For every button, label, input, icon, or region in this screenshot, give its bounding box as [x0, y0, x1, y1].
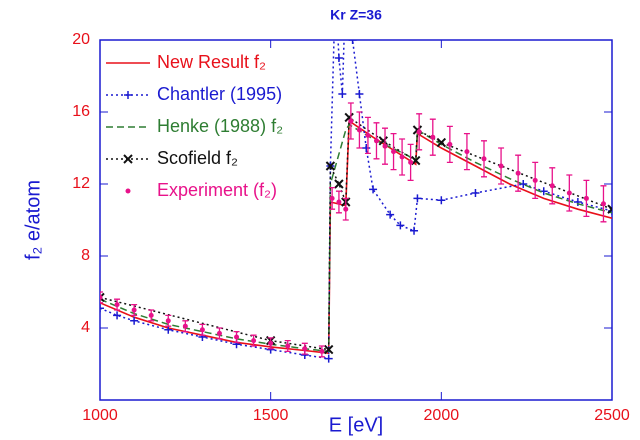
plus-marker: [386, 210, 395, 219]
plus-marker: [471, 189, 480, 197]
dot-marker: [348, 118, 354, 124]
dot-marker: [600, 201, 606, 207]
plus-marker: [338, 90, 347, 98]
plus-marker: [362, 144, 371, 152]
dot-marker: [268, 340, 274, 346]
plus-marker: [573, 198, 582, 206]
plus-marker: [164, 325, 173, 334]
dot-marker: [481, 156, 487, 162]
dot-marker: [182, 323, 188, 329]
plus-marker: [396, 221, 405, 230]
plus-marker: [100, 304, 104, 313]
y-tick-label: 8: [81, 247, 90, 264]
plus-marker: [519, 180, 528, 188]
dot-marker: [356, 127, 362, 133]
dot-marker: [329, 195, 335, 201]
dot-marker: [447, 141, 453, 147]
plus-marker: [334, 54, 343, 62]
legend-label: Chantler (1995): [157, 84, 282, 104]
dot-marker: [251, 338, 257, 344]
dot-marker: [430, 134, 436, 140]
dot-marker: [165, 318, 171, 324]
dot-marker: [125, 188, 131, 194]
y-tick-label: 4: [81, 319, 90, 336]
x-marker: [325, 161, 336, 171]
dot-marker: [148, 312, 154, 318]
dot-marker: [216, 330, 222, 336]
dot-marker: [416, 129, 422, 135]
legend-label: Experiment (f₂): [157, 180, 277, 200]
plus-marker: [124, 91, 132, 99]
dot-marker: [399, 154, 405, 160]
y-tick-label: 12: [72, 175, 90, 192]
dot-marker: [391, 149, 397, 155]
x-tick-label: 1500: [253, 407, 289, 424]
plot-area: [100, 40, 612, 363]
dot-marker: [583, 195, 589, 201]
x-axis-label: E [eV]: [329, 414, 383, 436]
plus-marker: [130, 316, 139, 325]
dot-marker: [464, 149, 470, 155]
dot-marker: [566, 190, 572, 196]
x-marker: [100, 292, 105, 303]
dot-marker: [515, 170, 521, 176]
dot-marker: [336, 199, 342, 205]
x-tick-label: 2000: [424, 407, 460, 424]
plus-marker: [348, 40, 357, 44]
x-tick-label: 1000: [82, 407, 118, 424]
x-marker: [411, 155, 421, 166]
plus-marker: [413, 194, 422, 203]
dot-marker: [343, 206, 349, 212]
y-tick-label: 20: [72, 31, 90, 48]
dot-marker: [131, 307, 137, 313]
dot-marker: [199, 327, 205, 333]
dot-marker: [408, 159, 414, 165]
dot-marker: [498, 163, 504, 169]
y-tick-label: 16: [72, 103, 90, 120]
dot-marker: [319, 348, 325, 354]
x-marker: [607, 204, 612, 214]
legend-label: Henke (1988) f₂: [157, 116, 283, 136]
dot-marker: [285, 343, 291, 349]
legend: New Result f₂ Chantler (1995) Henke (1988)…: [106, 52, 283, 200]
plus-marker: [437, 196, 446, 205]
dot-marker: [100, 294, 103, 300]
dot-marker: [365, 132, 371, 138]
dot-marker: [114, 302, 120, 308]
x-marker: [123, 154, 133, 164]
x-marker: [378, 136, 389, 146]
x-marker: [323, 344, 334, 355]
dot-marker: [234, 334, 240, 340]
plus-marker: [355, 90, 364, 98]
plus-marker: [410, 226, 419, 235]
y-axis-label: f₂ e/atom: [22, 180, 44, 260]
legend-label: Scofield f₂: [157, 148, 238, 168]
dot-marker: [532, 177, 538, 183]
x-marker: [436, 137, 447, 148]
plus-marker: [324, 354, 333, 363]
error-bar: [100, 291, 103, 304]
plus-marker: [369, 185, 378, 194]
legend-label: New Result f₂: [157, 52, 266, 72]
dot-marker: [382, 143, 388, 149]
x-tick-label: 2500: [594, 407, 630, 424]
dot-marker: [302, 346, 308, 352]
dot-marker: [373, 138, 379, 144]
dot-marker: [549, 183, 555, 189]
chart-title: Kr Z=36: [330, 7, 382, 23]
x-marker: [334, 179, 344, 189]
plus-marker: [113, 311, 122, 320]
